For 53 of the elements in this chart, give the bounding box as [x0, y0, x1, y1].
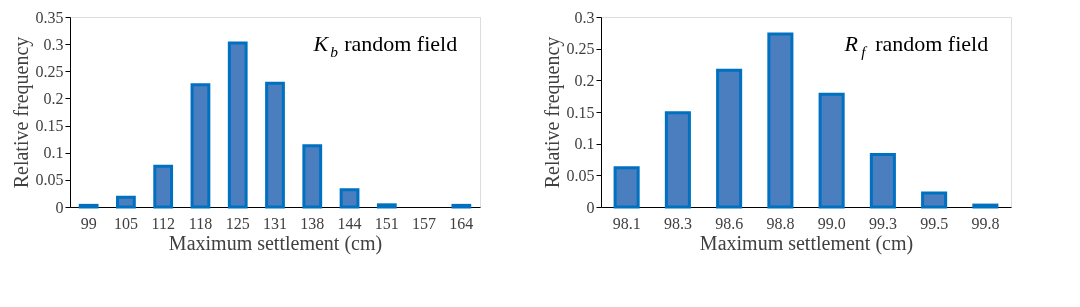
- y-tick-label: 0.3: [574, 8, 595, 26]
- x-tick-label: 131: [263, 214, 287, 232]
- x-axis-title: Maximum settlement (cm): [168, 231, 383, 255]
- y-tick-label: 0.1: [43, 144, 64, 162]
- x-tick-label: 157: [412, 214, 437, 232]
- bar: [869, 152, 896, 209]
- y-tick-label: 0: [55, 198, 64, 216]
- y-tick-label: 0.2: [574, 71, 595, 89]
- x-tick-label: 118: [188, 214, 213, 232]
- y-tick-label: 0.25: [35, 62, 64, 80]
- x-tick-label: 99.8: [971, 214, 1000, 232]
- bar: [116, 195, 136, 209]
- y-tick-label: 0.25: [566, 40, 595, 58]
- x-tick-label: 99.3: [868, 214, 897, 232]
- x-tick-label: 99.5: [920, 214, 949, 232]
- y-axis-title: Relative frequency: [9, 36, 33, 189]
- bar: [818, 92, 845, 209]
- bar: [664, 111, 691, 209]
- y-tick-label: 0.05: [566, 166, 595, 184]
- y-tick-label: 0.15: [35, 117, 64, 135]
- x-tick-label: 151: [374, 214, 399, 232]
- bar: [302, 144, 323, 209]
- x-tick-label: 112: [151, 214, 175, 232]
- bar: [921, 191, 948, 209]
- x-tick-label: 99.0: [817, 214, 846, 232]
- x-tick-label: 98.6: [715, 214, 744, 232]
- x-tick-label: 99: [80, 214, 97, 232]
- x-tick-label: 164: [449, 214, 474, 232]
- bar: [376, 203, 397, 209]
- y-tick-label: 0.1: [574, 135, 595, 153]
- x-tick-label: 138: [300, 214, 325, 232]
- bar: [613, 166, 640, 209]
- bar: [227, 41, 248, 209]
- x-tick-label: 105: [113, 214, 138, 232]
- y-axis-title: Relative frequency: [540, 36, 564, 189]
- bar: [265, 81, 285, 209]
- x-tick-label: 98.8: [766, 214, 795, 232]
- bar: [767, 32, 794, 209]
- bar: [339, 188, 360, 209]
- y-tick-label: 0: [586, 198, 595, 216]
- bar: [153, 164, 174, 209]
- x-tick-label: 98.1: [612, 214, 641, 232]
- bar: [716, 68, 743, 209]
- y-tick-label: 0.15: [566, 103, 595, 121]
- y-tick-label: 0.2: [43, 89, 64, 107]
- x-tick-label: 98.3: [663, 214, 692, 232]
- y-tick-label: 0.35: [35, 8, 64, 26]
- bar: [190, 83, 211, 209]
- x-tick-label: 125: [225, 214, 250, 232]
- y-tick-label: 0.05: [35, 171, 64, 189]
- x-tick-label: 144: [337, 214, 362, 232]
- y-tick-label: 0.3: [43, 35, 64, 53]
- x-axis-title: Maximum settlement (cm): [699, 231, 914, 255]
